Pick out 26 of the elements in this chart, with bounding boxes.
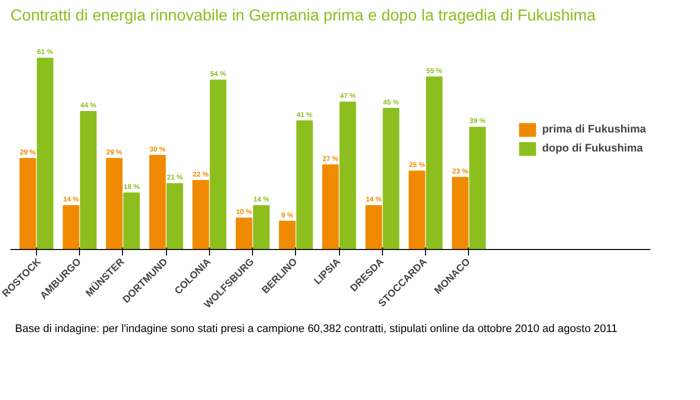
bar	[408, 170, 426, 250]
bar	[365, 205, 382, 250]
bar	[236, 218, 252, 250]
legend-label: prima di Fukushima	[542, 124, 646, 136]
bar	[426, 76, 443, 250]
bar	[340, 102, 356, 250]
bar	[278, 220, 296, 250]
bar	[166, 183, 184, 250]
bar	[149, 154, 166, 250]
bar	[80, 111, 97, 250]
text: Base di indagine: per l'indagine sono stati presi a campione 60,382 contratti, stipulati online da ottobre 2010 ad agosto 2011	[15, 322, 618, 337]
legend-label: dopo di Fukushima	[542, 142, 643, 154]
bar	[192, 180, 210, 250]
bar	[253, 205, 270, 250]
chart-title: Contratti di energia rinnovabile in Germania prima e dopo la tragedia di Fukushima	[10, 8, 596, 24]
bar	[210, 80, 226, 250]
bar	[20, 158, 36, 250]
bar	[322, 164, 339, 250]
bar	[296, 120, 313, 250]
bar	[382, 108, 400, 250]
bar	[123, 192, 140, 250]
bar	[62, 205, 80, 250]
bar	[36, 58, 54, 250]
bar	[469, 126, 486, 250]
bar	[106, 158, 123, 250]
bar	[452, 176, 469, 250]
